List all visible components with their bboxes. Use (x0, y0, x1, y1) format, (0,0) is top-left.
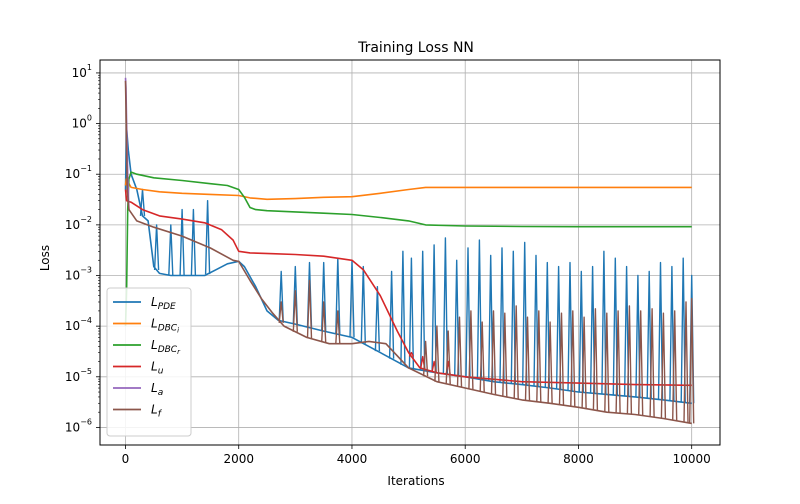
series-spike (278, 270, 284, 322)
series-spike (657, 261, 664, 400)
series-line-l-f (124, 80, 692, 425)
y-tick-label: 10−1 (65, 164, 92, 181)
x-axis-label: Iterations (387, 474, 444, 488)
series-spike (490, 310, 497, 395)
x-tick-label: 4000 (337, 452, 368, 466)
x-tick-label: 8000 (563, 452, 594, 466)
series-spike (601, 250, 607, 395)
series-spike (454, 259, 460, 376)
y-tick-label: 10−3 (65, 266, 92, 283)
legend-box (106, 287, 192, 437)
series-spike (555, 265, 562, 390)
series-spike (292, 290, 298, 332)
series-spike (168, 224, 174, 276)
legend: LPDE LDBCi LDBCr Lu La Lf (106, 287, 192, 437)
series-spike (604, 312, 610, 413)
series-spike (335, 310, 341, 344)
series-spike (374, 286, 381, 352)
series-spike (592, 308, 599, 411)
series-spike (533, 254, 539, 387)
series-spike (581, 316, 587, 409)
x-tick-label: 0 (122, 452, 130, 466)
series-spike (321, 261, 327, 332)
series-spike (578, 270, 584, 393)
y-tick-label: 101 (72, 63, 92, 80)
series-spike (306, 279, 313, 339)
series-spike (445, 330, 451, 385)
y-tick-label: 10−2 (65, 215, 92, 232)
series-spike (513, 305, 519, 399)
legend-label: LDBCr (151, 338, 181, 356)
series-spike (400, 250, 406, 365)
x-tick-label: 10000 (673, 452, 711, 466)
x-tick-label: 2000 (223, 452, 254, 466)
series-spike (649, 308, 655, 417)
series-spike (468, 310, 474, 390)
series-spike (420, 250, 426, 371)
series-spike (544, 261, 550, 388)
series-spike (510, 250, 516, 384)
legend-label: LPDE (151, 295, 176, 312)
series-spike (190, 208, 197, 276)
series-lines (124, 77, 695, 425)
series-spike (476, 239, 483, 380)
series-line-l-dbc-r (124, 171, 692, 327)
x-tick-label: 6000 (450, 452, 481, 466)
series-spike (388, 270, 395, 359)
series-spike (683, 301, 689, 423)
y-tick-label: 10−6 (65, 417, 92, 434)
y-tick-label: 10−5 (65, 367, 92, 384)
series-spike (660, 312, 667, 419)
series-line-l-u (124, 189, 692, 387)
plot-frame (99, 59, 721, 446)
series-spike (153, 224, 160, 271)
series-spike (522, 241, 528, 386)
series-spike (547, 321, 553, 404)
series-spike (672, 310, 678, 421)
series-spike (278, 301, 284, 323)
series-spike (422, 340, 429, 377)
y-tick-label: 100 (72, 114, 92, 131)
legend-label: Lf (151, 403, 163, 420)
series-spike (689, 297, 695, 424)
series-spike (179, 208, 185, 276)
series-spike (479, 321, 485, 392)
series-spike (442, 237, 449, 375)
series-spike (570, 310, 576, 407)
series-spike (626, 305, 633, 415)
series-spike (536, 310, 542, 402)
series-spike (360, 265, 366, 344)
legend-label: La (151, 381, 163, 398)
series-spike (558, 312, 565, 405)
series-spike (499, 247, 505, 383)
series-spike (465, 247, 471, 378)
series-spike (204, 199, 211, 275)
series-spike (431, 244, 437, 373)
series-spike (408, 257, 415, 369)
series-spike (456, 316, 463, 387)
series-line-l-pde (124, 127, 692, 405)
grid (100, 60, 720, 445)
y-tick-label: 10−4 (65, 316, 92, 333)
series-spike (488, 254, 494, 382)
series-spike (408, 351, 415, 357)
axis-ticks: 0 2000 4000 6000 8000 10000 10−6 10−5 10−4 10−3 10… (65, 63, 711, 466)
series-spike (612, 257, 618, 396)
y-axis-label: Loss (38, 245, 52, 271)
series-spike (524, 316, 531, 401)
legend-label: LDBCi (151, 317, 179, 335)
series-spike (321, 301, 327, 343)
chart-title: Training Loss NN (357, 40, 474, 56)
series-line-l-dbc-i (124, 178, 692, 201)
series-spike (615, 310, 621, 414)
series-spike (638, 310, 644, 416)
series-spike (434, 325, 440, 382)
series-spike (502, 312, 508, 397)
legend-label: Lu (151, 360, 164, 377)
